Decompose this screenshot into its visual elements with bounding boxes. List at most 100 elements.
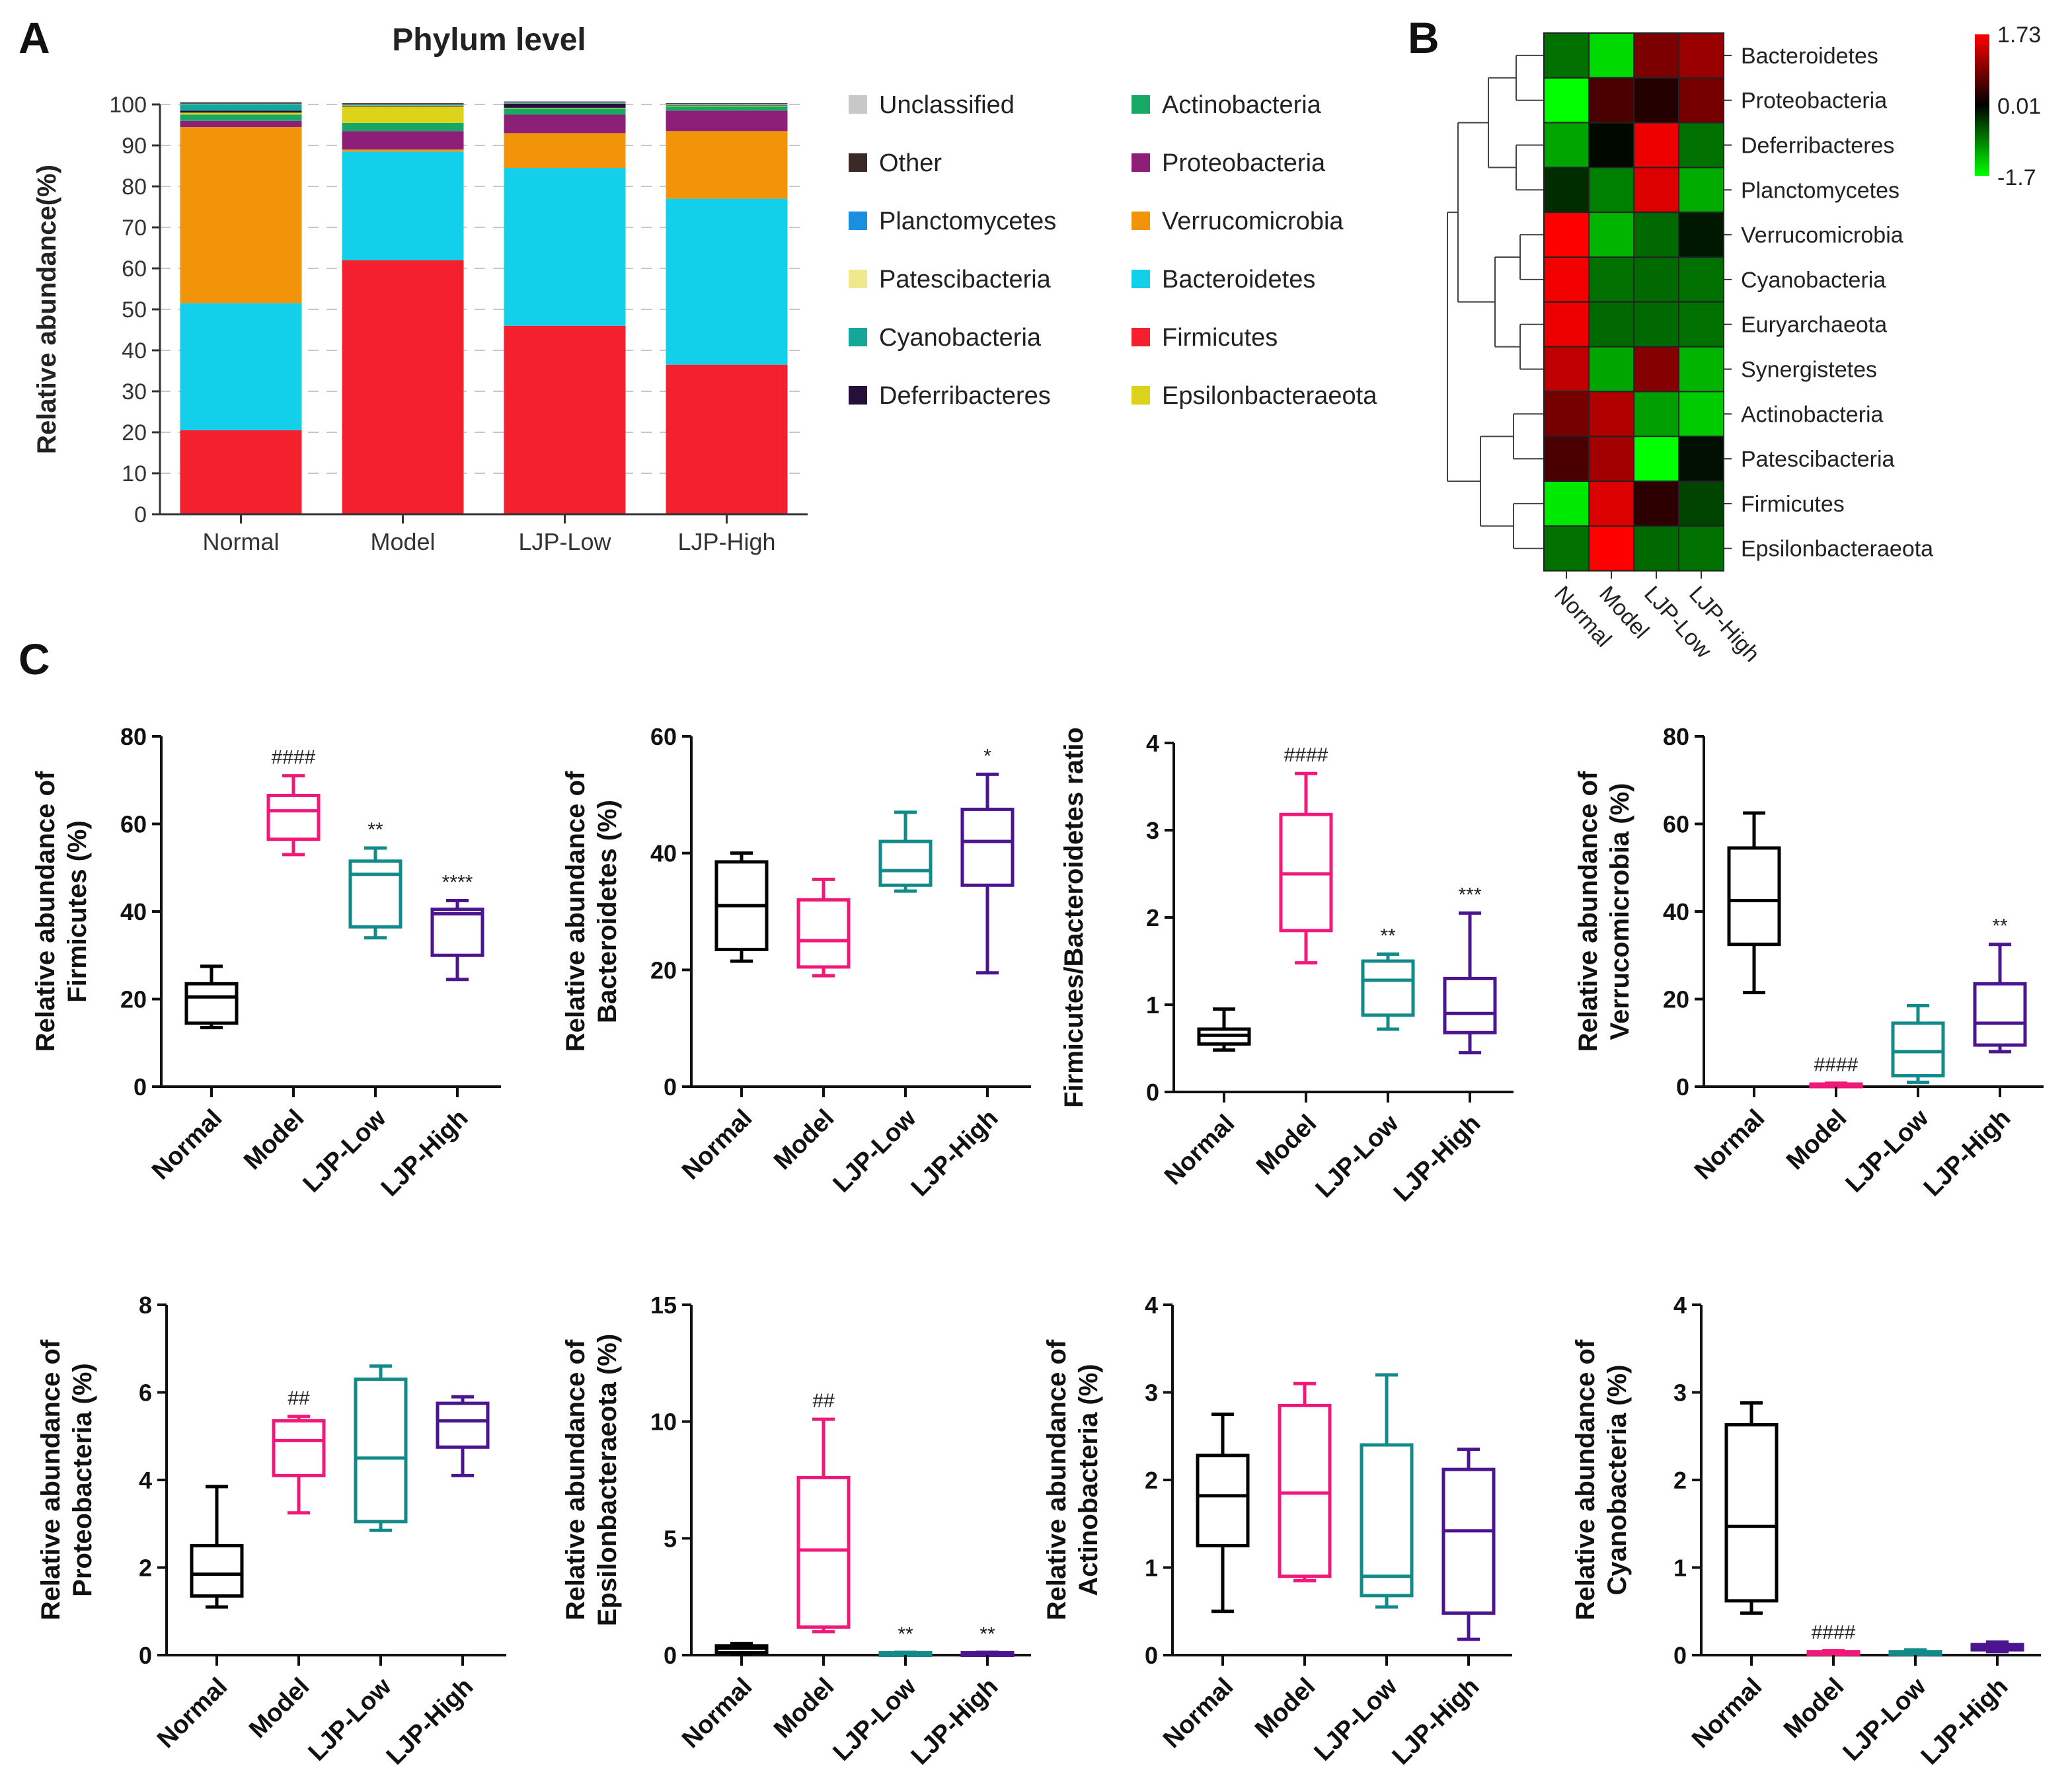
- box-iqr: [272, 1419, 326, 1477]
- bar-segment-unclassified: [504, 101, 626, 102]
- scale-label-min: -1.7: [1997, 165, 2036, 190]
- bar-segment-proteobacteria: [666, 110, 788, 132]
- box-ljp-low: **: [1361, 925, 1415, 1031]
- box-ljp-low: [878, 810, 933, 893]
- heatmap-cell: [1678, 436, 1724, 483]
- panel-a: A Phylum level 0 10 20 30 40 50 60 70 80 90 100 No…: [19, 13, 1377, 555]
- heatmap-cell: [1543, 481, 1590, 527]
- panel-label-c: C: [19, 635, 50, 683]
- box-model: ##: [796, 1390, 851, 1634]
- significance-mark: *: [983, 745, 991, 767]
- legend-label: Proteobacteria: [1162, 149, 1326, 177]
- heatmap-cell: [1678, 122, 1724, 169]
- box-normal: [190, 1485, 244, 1609]
- bar-segment-verrucomicrobia: [342, 149, 464, 152]
- box-normal: [1196, 1413, 1250, 1613]
- legend-label: Cyanobacteria: [879, 324, 1042, 352]
- y-tick-label: 0: [139, 1642, 152, 1669]
- box-iqr: [1361, 959, 1415, 1017]
- significance-mark: ####: [1812, 1621, 1856, 1643]
- heatmap-cell: [1543, 32, 1590, 79]
- y-axis-label: Relative abundance of: [561, 1339, 590, 1620]
- heatmap-cell: [1588, 301, 1634, 348]
- chart-a-ytick-label: 90: [122, 134, 147, 159]
- legend-label: Unclassified: [879, 91, 1015, 119]
- legend-label: Actinobacteria: [1162, 91, 1322, 119]
- heatmap-row-label: Bacteroidetes: [1741, 44, 1878, 69]
- legend-swatch-patescibacteria: [849, 270, 867, 288]
- heatmap-cell: [1543, 256, 1590, 303]
- box-iqr: [266, 793, 321, 841]
- legend-swatch-deferribacteres: [849, 386, 867, 405]
- heatmap-cell: [1633, 122, 1679, 169]
- significance-mark: **: [898, 1623, 913, 1645]
- y-tick-label: 60: [120, 811, 147, 838]
- y-tick-label: 80: [1663, 723, 1689, 750]
- bar-segment-actinobacteria: [342, 122, 464, 132]
- legend-swatch-verrucomicrobia: [1132, 212, 1150, 230]
- box-model: ####: [1279, 744, 1333, 965]
- y-axis-label: Cyanobacteria (%): [1603, 1365, 1632, 1596]
- significance-mark: ****: [442, 871, 473, 893]
- box-iqr: [436, 1401, 490, 1449]
- y-axis-label: Firmicutes/Bacteroidetes ratio: [1059, 727, 1089, 1108]
- legend-swatch-bacteroidetes: [1132, 270, 1150, 288]
- legend-swatch-other: [849, 153, 867, 172]
- heatmap-cell: [1588, 32, 1634, 79]
- bar-segment-cyanobacteria: [666, 104, 788, 106]
- bar-segment-deferribacteres: [504, 103, 626, 108]
- heatmap-row-label: Synergistetes: [1741, 358, 1877, 383]
- heatmap-cells: [1543, 32, 1724, 572]
- y-tick-label: 60: [650, 723, 677, 750]
- y-axis-label: Relative abundance of: [1571, 1339, 1600, 1620]
- y-tick-label: 10: [650, 1409, 677, 1436]
- heatmap-cell: [1633, 167, 1679, 214]
- bar-segment-proteobacteria: [342, 131, 464, 150]
- bar-segment-cyanobacteria: [180, 104, 302, 111]
- heatmap-cell: [1633, 256, 1679, 303]
- chart-a-ytick-label: 60: [122, 256, 147, 282]
- legend-label: Firmicutes: [1162, 324, 1278, 352]
- box-iqr: [796, 898, 851, 969]
- bar-segment-planctomycetes: [342, 104, 464, 105]
- heatmap-cell: [1633, 481, 1679, 527]
- y-tick-label: 60: [1663, 811, 1689, 838]
- heatmap-row-label: Planctomycetes: [1741, 178, 1899, 203]
- y-tick-label: 2: [139, 1555, 152, 1582]
- y-tick-label: 3: [1145, 1379, 1158, 1407]
- box-iqr: [1278, 1403, 1332, 1578]
- y-axis-label: Firmicutes (%): [63, 820, 92, 1003]
- y-tick-label: 0: [1145, 1642, 1158, 1669]
- bar-segment-actinobacteria: [180, 114, 302, 121]
- legend-label: Other: [879, 149, 942, 177]
- y-axis-label: Relative abundance of: [36, 1339, 65, 1620]
- heatmap-cell: [1543, 436, 1590, 483]
- panel-label-b: B: [1408, 13, 1439, 62]
- heatmap-row-label: Verrucomicrobia: [1741, 223, 1903, 248]
- box-normal: [1727, 811, 1781, 995]
- box-model: ##: [272, 1387, 326, 1515]
- chart-a-ytick-label: 20: [122, 420, 147, 446]
- y-tick-label: 0: [1676, 1073, 1689, 1101]
- significance-mark: ####: [272, 747, 316, 769]
- y-axis-label: Relative abundance of: [561, 771, 590, 1052]
- box-ljp-high: **: [960, 1623, 1015, 1657]
- significance-mark: ##: [812, 1390, 835, 1412]
- heatmap-row-labels: Bacteroidetes Proteobacteria Deferribacter…: [1724, 44, 1933, 562]
- y-tick-label: 2: [1146, 904, 1159, 931]
- bar-segment-other: [342, 103, 464, 104]
- significance-mark: **: [367, 819, 383, 841]
- bar-segment-bacteroidetes: [504, 168, 626, 326]
- heatmap-cell: [1543, 77, 1590, 124]
- heatmap-cell: [1588, 436, 1634, 483]
- significance-mark: ##: [288, 1387, 310, 1409]
- chart-a-ytick-label: 70: [122, 215, 147, 241]
- y-tick-label: 3: [1146, 817, 1159, 844]
- y-axis-label: Actinobacteria (%): [1074, 1364, 1103, 1596]
- box-iqr: [1360, 1443, 1414, 1598]
- box-ljp-low: [354, 1364, 408, 1532]
- box-iqr: [1196, 1454, 1250, 1547]
- legend-swatch-actinobacteria: [1132, 95, 1150, 114]
- y-tick-label: 8: [139, 1292, 152, 1319]
